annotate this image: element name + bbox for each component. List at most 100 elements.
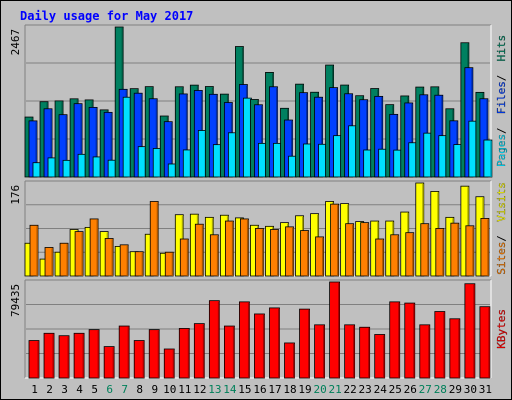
bar-shade: [472, 226, 474, 276]
bar-shade: [36, 226, 38, 276]
bar-shade: [261, 229, 264, 276]
bar-shade: [80, 104, 83, 177]
bar-shade: [155, 99, 158, 177]
legend-label-pages: Pages: [495, 134, 508, 167]
x-tick-label-day-30: 30: [464, 383, 477, 396]
bar-shade: [336, 88, 338, 177]
bar-shade: [412, 233, 414, 276]
x-tick-label-day-31: 31: [479, 383, 492, 396]
x-tick-label-day-26: 26: [404, 383, 417, 396]
legend-label-files: Files: [495, 81, 508, 114]
legend-kbytes: KBytes: [495, 309, 508, 349]
max-value-label: 2467: [9, 29, 22, 56]
bar-shade: [396, 115, 398, 177]
bar-shade: [490, 141, 492, 177]
bar-shade: [382, 240, 384, 276]
bar-shade: [413, 304, 415, 378]
bar-shade: [170, 122, 173, 177]
bar-shade: [368, 328, 370, 378]
bar-shade: [292, 227, 294, 276]
chart-title: Daily usage for May 2017: [20, 9, 193, 23]
bar-shade: [141, 252, 144, 276]
bar-shade: [95, 108, 98, 177]
x-tick-label-day-23: 23: [359, 383, 372, 396]
x-tick-label-day-19: 19: [298, 383, 311, 396]
bar-shade: [35, 121, 37, 177]
legend-label-visits: Visits: [495, 182, 508, 222]
x-tick-label-day-11: 11: [178, 383, 191, 396]
x-tick-label-day-7: 7: [121, 383, 128, 396]
bar-shade: [486, 99, 488, 177]
bar-shade: [338, 283, 340, 378]
x-tick-label-day-10: 10: [163, 383, 176, 396]
bar-shade: [66, 244, 69, 276]
bar-shade: [293, 343, 295, 378]
bar-shade: [411, 103, 413, 177]
legend-separator: /: [495, 75, 508, 82]
bar-shade: [427, 224, 429, 276]
bar-shade: [306, 93, 308, 177]
bar-shade: [142, 341, 145, 378]
max-value-label: 79435: [9, 284, 22, 317]
bar-shade: [171, 253, 174, 276]
bar-shade: [65, 115, 68, 177]
bar-shade: [262, 314, 265, 378]
x-tick-label-day-12: 12: [193, 383, 206, 396]
bar-shade: [50, 109, 53, 177]
x-tick-label-day-16: 16: [253, 383, 266, 396]
x-tick-label-day-29: 29: [449, 383, 462, 396]
bar-shade: [246, 219, 249, 276]
x-tick-label-day-17: 17: [268, 383, 281, 396]
x-tick-label-day-8: 8: [136, 383, 143, 396]
bar-shade: [442, 229, 444, 276]
x-tick-label-day-18: 18: [283, 383, 296, 396]
bar-kbytes-day-7: [118, 325, 130, 379]
bar-shade: [381, 97, 383, 177]
bar-shade: [275, 87, 278, 177]
bar-shade: [337, 205, 339, 276]
x-tick-label-day-13: 13: [208, 383, 221, 396]
bar-shade: [82, 334, 85, 378]
bar-shade: [398, 302, 400, 378]
bar-shade: [353, 325, 355, 378]
bar-shade: [473, 284, 475, 378]
bar-shade: [260, 105, 263, 177]
bar-shade: [96, 219, 99, 276]
x-tick-label-day-14: 14: [223, 383, 237, 396]
bar-shade: [37, 341, 39, 378]
bar-shade: [127, 327, 130, 378]
bar-shade: [458, 319, 460, 378]
legend-separator: /: [495, 127, 508, 134]
x-tick-label-day-22: 22: [344, 383, 357, 396]
max-value-label: 176: [9, 185, 22, 205]
bar-shade: [367, 223, 369, 276]
bar-shade: [67, 336, 70, 378]
bar-shade: [81, 232, 84, 276]
panel-kbytes: 79435 KBytes: [9, 279, 508, 379]
bar-shade: [276, 230, 279, 276]
bar-shade: [172, 349, 175, 378]
bar-shade: [428, 325, 430, 378]
bar-shade: [397, 235, 399, 276]
bar-shade: [352, 224, 354, 276]
bar-shade: [201, 225, 204, 276]
bar-shade: [157, 330, 160, 378]
bar-shade: [322, 237, 324, 276]
chart-panels: 2467 Pages / Files / Hits 176 Sites / Visit…: [9, 24, 508, 379]
x-tick-label-day-2: 2: [46, 383, 53, 396]
x-tick-label-day-3: 3: [61, 383, 68, 396]
legend-pages-files-hits: Pages / Files / Hits: [495, 35, 508, 167]
bar-shade: [215, 95, 218, 177]
bar-shade: [323, 325, 325, 378]
x-tick-label-day-24: 24: [374, 383, 388, 396]
legend-label-kbytes: KBytes: [495, 309, 508, 349]
x-tick-label-day-5: 5: [91, 383, 98, 396]
bar-shade: [186, 240, 189, 276]
bar-shade: [321, 98, 323, 177]
bar-shade: [156, 202, 159, 276]
bar-shade: [277, 308, 280, 378]
x-tick-label-day-15: 15: [238, 383, 251, 396]
panel-sites-visits: 176 Sites / Visits: [9, 180, 508, 277]
bar-shade: [110, 113, 113, 177]
